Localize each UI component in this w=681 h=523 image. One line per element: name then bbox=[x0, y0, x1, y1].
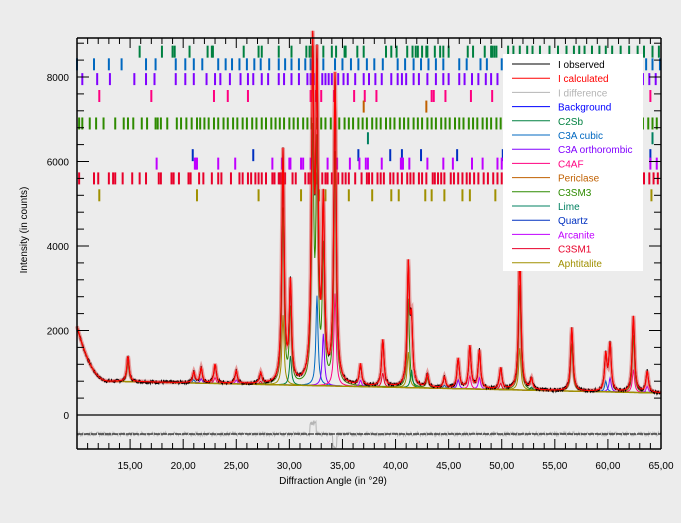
legend-item: Background bbox=[512, 103, 611, 114]
legend-label: I observed bbox=[558, 60, 605, 71]
legend-label: Aphtitalite bbox=[558, 259, 602, 270]
x-tick-label: 15,00 bbox=[118, 461, 143, 472]
x-tick-label: 20,00 bbox=[171, 461, 196, 472]
legend: I observed I calculated I difference Backgr… bbox=[503, 54, 643, 271]
legend-label: Lime bbox=[558, 202, 580, 213]
legend-label: C3SM1 bbox=[558, 245, 592, 256]
x-tick-label: 45,00 bbox=[436, 461, 461, 472]
legend-item: C4AF bbox=[512, 159, 584, 170]
legend-item: I observed bbox=[512, 60, 605, 71]
legend-label: Quartz bbox=[558, 216, 588, 227]
x-tick-label: 55,00 bbox=[542, 461, 567, 472]
legend-item: Quartz bbox=[512, 216, 588, 227]
x-tick-label: 65,00 bbox=[648, 461, 673, 472]
reflection-row-c2sb bbox=[138, 45, 660, 58]
y-tick-label: 0 bbox=[63, 411, 69, 422]
legend-label: C4AF bbox=[558, 159, 584, 170]
legend-item: I difference bbox=[512, 88, 608, 99]
calculated-curve bbox=[76, 30, 661, 394]
legend-item: Aphtitalite bbox=[512, 259, 602, 270]
x-tick-label: 35,00 bbox=[330, 461, 355, 472]
x-tick-label: 40,00 bbox=[383, 461, 408, 472]
y-tick-label: 8000 bbox=[47, 73, 70, 84]
legend-item: C2Sb bbox=[512, 117, 583, 128]
legend-label: I calculated bbox=[558, 74, 609, 85]
legend-item: C3A cubic bbox=[512, 131, 603, 142]
legend-item: Arcanite bbox=[512, 230, 595, 241]
x-tick-label: 50,00 bbox=[489, 461, 514, 472]
legend-item: C3A orthorombic bbox=[512, 145, 632, 156]
x-axis-title: Diffraction Angle (in °2θ) bbox=[279, 476, 387, 487]
y-tick-label: 6000 bbox=[47, 158, 70, 169]
pattern-curves bbox=[75, 30, 662, 450]
legend-item: Periclase bbox=[512, 174, 600, 185]
x-tick-label: 60,00 bbox=[595, 461, 620, 472]
legend-label: I difference bbox=[558, 88, 608, 99]
legend-label: C3A cubic bbox=[558, 131, 603, 142]
legend-label: Periclase bbox=[558, 174, 600, 185]
y-tick-label: 2000 bbox=[47, 327, 70, 338]
legend-label: Background bbox=[558, 103, 611, 114]
legend-label: Arcanite bbox=[558, 230, 595, 241]
legend-label: C3A orthorombic bbox=[558, 145, 632, 156]
x-tick-label: 25,00 bbox=[224, 461, 249, 472]
legend-label: C2Sb bbox=[558, 117, 583, 128]
axes: 0 2000 4000 6000 8000 15,00 20,00 25,00 30,00 35,… bbox=[47, 37, 674, 472]
legend-item: C3SM1 bbox=[512, 245, 592, 256]
y-tick-label: 4000 bbox=[47, 242, 70, 253]
legend-label: C3SM3 bbox=[558, 188, 592, 199]
legend-item: Lime bbox=[512, 202, 580, 213]
legend-item: I calculated bbox=[512, 74, 609, 85]
y-axis-title: Intensity (in counts) bbox=[19, 187, 30, 274]
x-tick-label: 30,00 bbox=[277, 461, 302, 472]
legend-item: C3SM3 bbox=[512, 188, 592, 199]
